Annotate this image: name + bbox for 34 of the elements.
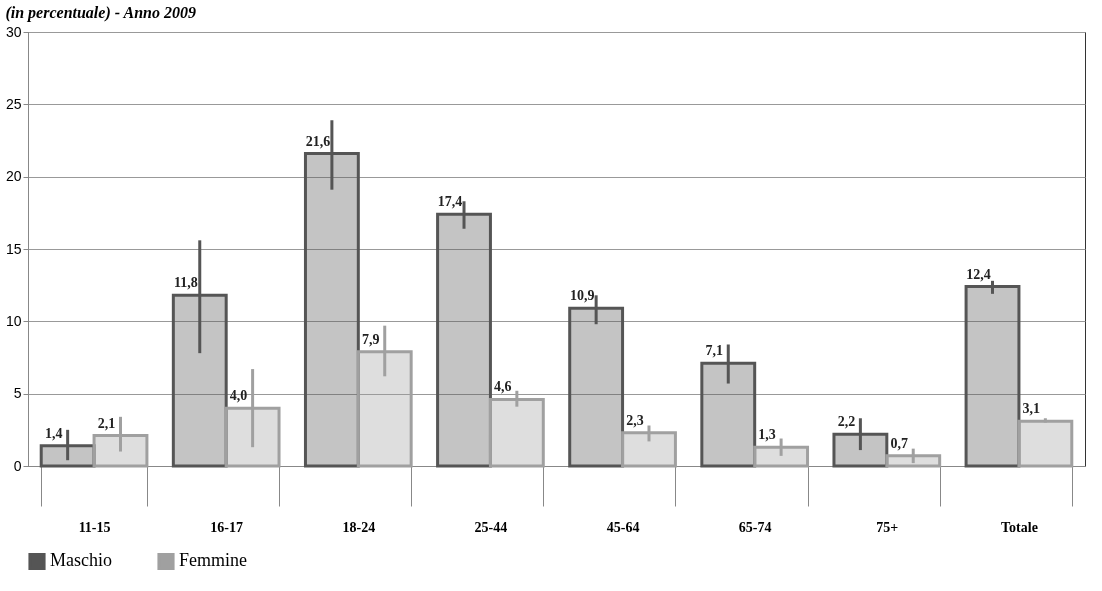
data-label: 2,3 bbox=[626, 412, 644, 428]
data-label: 10,9 bbox=[569, 288, 595, 304]
y-tick-label: 30 bbox=[5, 23, 22, 40]
x-tick-label: Totale bbox=[1001, 519, 1038, 535]
data-label: 0,7 bbox=[890, 435, 908, 451]
x-tick-label: 75+ bbox=[876, 519, 899, 535]
x-tick-label: 11-15 bbox=[78, 519, 111, 535]
y-tick-label: 25 bbox=[5, 95, 22, 112]
data-label: 4,6 bbox=[494, 379, 512, 395]
data-label: 7,9 bbox=[361, 331, 380, 347]
y-tick-label: 20 bbox=[5, 168, 22, 185]
x-tick-label: 45-64 bbox=[606, 519, 640, 535]
data-label: 17,4 bbox=[437, 194, 463, 210]
data-label: 21,6 bbox=[305, 133, 331, 149]
data-label: 2,1 bbox=[97, 415, 116, 431]
data-label: 1,4 bbox=[44, 425, 63, 441]
y-tick-label: 10 bbox=[5, 312, 22, 329]
y-tick-label: 15 bbox=[5, 240, 22, 257]
chart-title: (in percentuale) - Anno 2009 bbox=[5, 4, 196, 22]
data-label: 11,8 bbox=[173, 275, 198, 291]
y-tick-label: 5 bbox=[13, 385, 22, 402]
y-tick-label: 0 bbox=[13, 457, 22, 474]
data-label: 4,0 bbox=[229, 388, 248, 404]
legend-label: Maschio bbox=[50, 550, 112, 571]
x-tick-label: 65-74 bbox=[738, 519, 772, 535]
legend-label: Femmine bbox=[179, 550, 247, 571]
x-tick-label: 16-17 bbox=[210, 519, 244, 535]
x-tick-label: 25-44 bbox=[474, 519, 508, 535]
data-label: 12,4 bbox=[966, 266, 991, 282]
data-label: 3,1 bbox=[1022, 401, 1041, 417]
x-tick-label: 18-24 bbox=[342, 519, 376, 535]
data-label: 1,3 bbox=[758, 427, 776, 443]
data-label: 7,1 bbox=[705, 343, 724, 359]
data-label: 2,2 bbox=[837, 414, 856, 430]
